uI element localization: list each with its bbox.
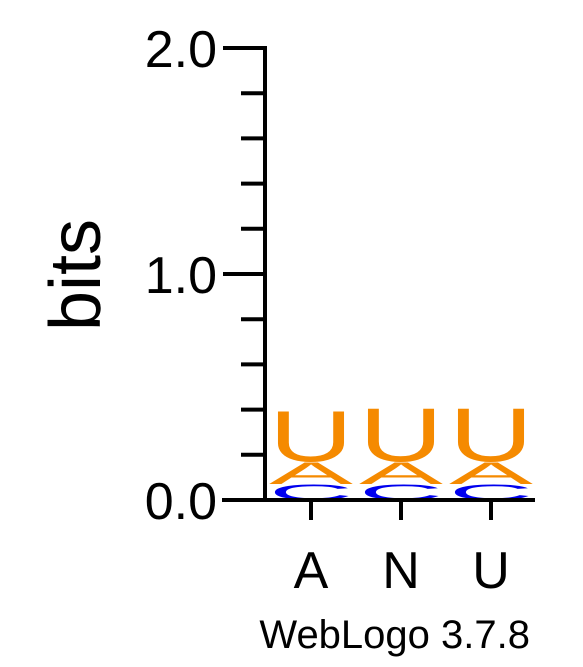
logo-letter-u: U [359, 393, 443, 478]
y-tick-label: 2.0 [145, 21, 217, 79]
x-tick-label: U [472, 542, 510, 600]
y-axis: 0.0 1.0 2.0 [145, 21, 267, 531]
logo-letter-a: A [449, 456, 534, 491]
y-axis-label: bits [36, 219, 116, 331]
x-tick-label: N [382, 542, 420, 600]
y-tick-label: 0.0 [145, 473, 217, 531]
logo-letter-u: U [449, 393, 533, 478]
x-tick-label: A [294, 542, 329, 600]
y-tick-label: 1.0 [145, 247, 217, 305]
logo-letter-a: A [359, 456, 444, 491]
logo-letter-u: U [269, 396, 353, 478]
footer-text: WebLogo 3.7.8 [259, 613, 530, 657]
logo-letter-a: A [269, 456, 354, 491]
